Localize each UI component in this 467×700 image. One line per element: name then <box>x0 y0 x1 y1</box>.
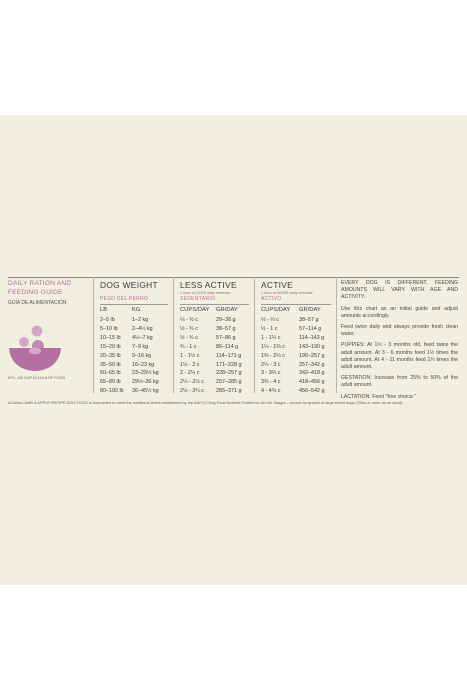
table-cell: 285–371 g <box>216 388 242 395</box>
column-subheader: LB <box>100 307 108 313</box>
table-cell: 114–143 g <box>299 334 325 341</box>
table-cell: 10–15 lb <box>100 334 121 341</box>
table-cell: 57–114 g <box>299 325 322 332</box>
column-subheader: GR/DAY <box>299 307 321 313</box>
header-underline <box>180 304 249 305</box>
table-cell: 228–257 g <box>216 370 242 377</box>
notes-feeding: Feed twice daily and always provide fres… <box>341 324 458 338</box>
aafco-footnote: ACANA LAMB & APPLE RECIPE DOG FOOD is fo… <box>8 400 404 405</box>
table-cell: 20–35 lb <box>100 352 121 359</box>
less-active-spanish: SEDENTARIO <box>180 296 216 302</box>
table-cell: 65–80 lb <box>100 379 121 386</box>
table-cell: 114–171 g <box>216 352 242 359</box>
table-cell: 3 - 3⅔ c <box>261 370 281 377</box>
table-cell: 2–4½ kg <box>132 325 153 332</box>
notes-puppies: PUPPIES: At 1½ - 3 months old, feed twic… <box>341 342 458 371</box>
active-title: ACTIVE <box>261 280 294 290</box>
table-cell: 29–38 g <box>216 317 236 323</box>
feeding-notes: EVERY DOG IS DIFFERENT. FEEDING AMOUNTS … <box>341 280 458 405</box>
spacer <box>100 291 158 295</box>
column-divider <box>173 277 174 393</box>
notes-lactation: LACTATION: Feed "free choice." <box>341 393 416 400</box>
table-cell: ½ - ¾ c <box>180 325 198 332</box>
column-subheader: CUPS/DAY <box>180 307 210 313</box>
table-cell: 38–57 g <box>216 325 236 332</box>
less-active-title: LESS ACTIVE <box>180 280 237 290</box>
table-cell: 15–20 lb <box>100 343 121 350</box>
table-cell: 16–23 kg <box>132 361 155 368</box>
table-cell: 50–65 lb <box>100 370 121 377</box>
guide-title-block: DAILY RATION AND FEEDING GUIDE GUÍA DE A… <box>8 280 88 306</box>
table-cell: 2 - 2¼ c <box>180 370 200 377</box>
column-divider <box>336 277 337 393</box>
table-cell: 143–190 g <box>299 343 325 350</box>
table-cell: 456–542 g <box>299 388 325 395</box>
active-header: ACTIVE 1 hour or MORE daily exercise ACT… <box>261 280 313 302</box>
table-cell: 80–100 lb <box>100 388 124 395</box>
table-cell: 1 - 1¼ c <box>261 334 281 341</box>
column-divider <box>254 277 255 393</box>
table-cell: ⅓ - ½ c <box>261 317 279 323</box>
column-subheader: CUPS/DAY <box>261 307 291 313</box>
less-active-note: 1 hour or LESS daily exercise <box>180 291 231 295</box>
active-note: 1 hour or MORE daily exercise <box>261 291 313 295</box>
table-cell: 1 - 1½ c <box>180 352 200 359</box>
guide-subtitle: GUÍA DE ALIMENTACIÓN <box>8 300 67 307</box>
table-cell: 171–228 g <box>216 361 242 368</box>
table-cell: ¼ - ½ c <box>180 317 198 323</box>
table-cell: 418–456 g <box>299 379 325 386</box>
table-cell: 1⅔ - 2¼ c <box>261 352 285 359</box>
notes-guide: Use this chart as an initial guide and a… <box>341 305 458 319</box>
less-active-header: LESS ACTIVE 1 hour or LESS daily exercis… <box>180 280 237 302</box>
guide-title-line2: FEEDING GUIDE <box>8 288 63 296</box>
label-panel <box>0 115 467 585</box>
header-underline <box>100 304 168 305</box>
column-subheader: KG <box>132 307 141 313</box>
dog-weight-title: DOG WEIGHT <box>100 280 158 290</box>
table-cell: 1–2 kg <box>132 317 149 323</box>
table-cell: 2¼ - 3 c <box>261 361 281 368</box>
guide-title-line1: DAILY RATION AND <box>8 280 72 287</box>
table-cell: 35–50 lb <box>100 361 121 368</box>
table-cell: 7–9 kg <box>132 343 149 350</box>
table-cell: 3⅔ - 4 c <box>261 379 281 386</box>
active-spanish: ACTIVO <box>261 296 282 302</box>
dog-weight-spanish: PESO DEL PERRO <box>100 296 149 302</box>
header-underline <box>261 304 331 305</box>
dog-weight-header: DOG WEIGHT PESO DEL PERRO <box>100 280 158 302</box>
table-cell: 2–5 lb <box>100 317 115 323</box>
table-cell: 86–114 g <box>216 343 239 350</box>
top-rule <box>8 277 459 278</box>
table-cell: 9–16 kg <box>132 352 152 359</box>
notes-intro: EVERY DOG IS DIFFERENT. FEEDING AMOUNTS … <box>341 280 458 301</box>
table-cell: ¾ - 1 c <box>180 343 197 350</box>
table-cell: 23–29½ kg <box>132 370 159 377</box>
cup-note: 8 FL. OZ CUP IS 114.6 OF FOOD <box>8 376 66 380</box>
table-cell: 36–45½ kg <box>132 388 159 395</box>
food-bowl-icon <box>9 325 61 371</box>
table-cell: ½ - 1 c <box>261 325 278 332</box>
table-cell: 190–257 g <box>299 352 325 359</box>
table-cell: 4 - 4¾ c <box>261 388 281 395</box>
table-cell: 1½ - 2 c <box>180 361 200 368</box>
table-cell: ½ - ¾ c <box>180 334 198 341</box>
table-cell: 4½–7 kg <box>132 334 153 341</box>
table-cell: 342–418 g <box>299 370 325 377</box>
table-cell: 2½ - 3¼ c <box>180 388 204 395</box>
table-cell: 1¼ - 1⅔ c <box>261 343 285 350</box>
notes-gestation: GESTATION: Increase from 25% to 50% of t… <box>341 375 458 389</box>
column-subheader: GR/DAY <box>216 307 238 313</box>
column-divider <box>93 277 94 393</box>
table-cell: 257–285 g <box>216 379 242 386</box>
table-cell: 38–57 g <box>299 317 319 323</box>
table-cell: 257–342 g <box>299 361 325 368</box>
table-cell: 2¼ - 2½ c <box>180 379 204 386</box>
table-cell: 29½–36 kg <box>132 379 159 386</box>
table-cell: 5–10 lb <box>100 325 118 332</box>
table-cell: 57–86 g <box>216 334 236 341</box>
